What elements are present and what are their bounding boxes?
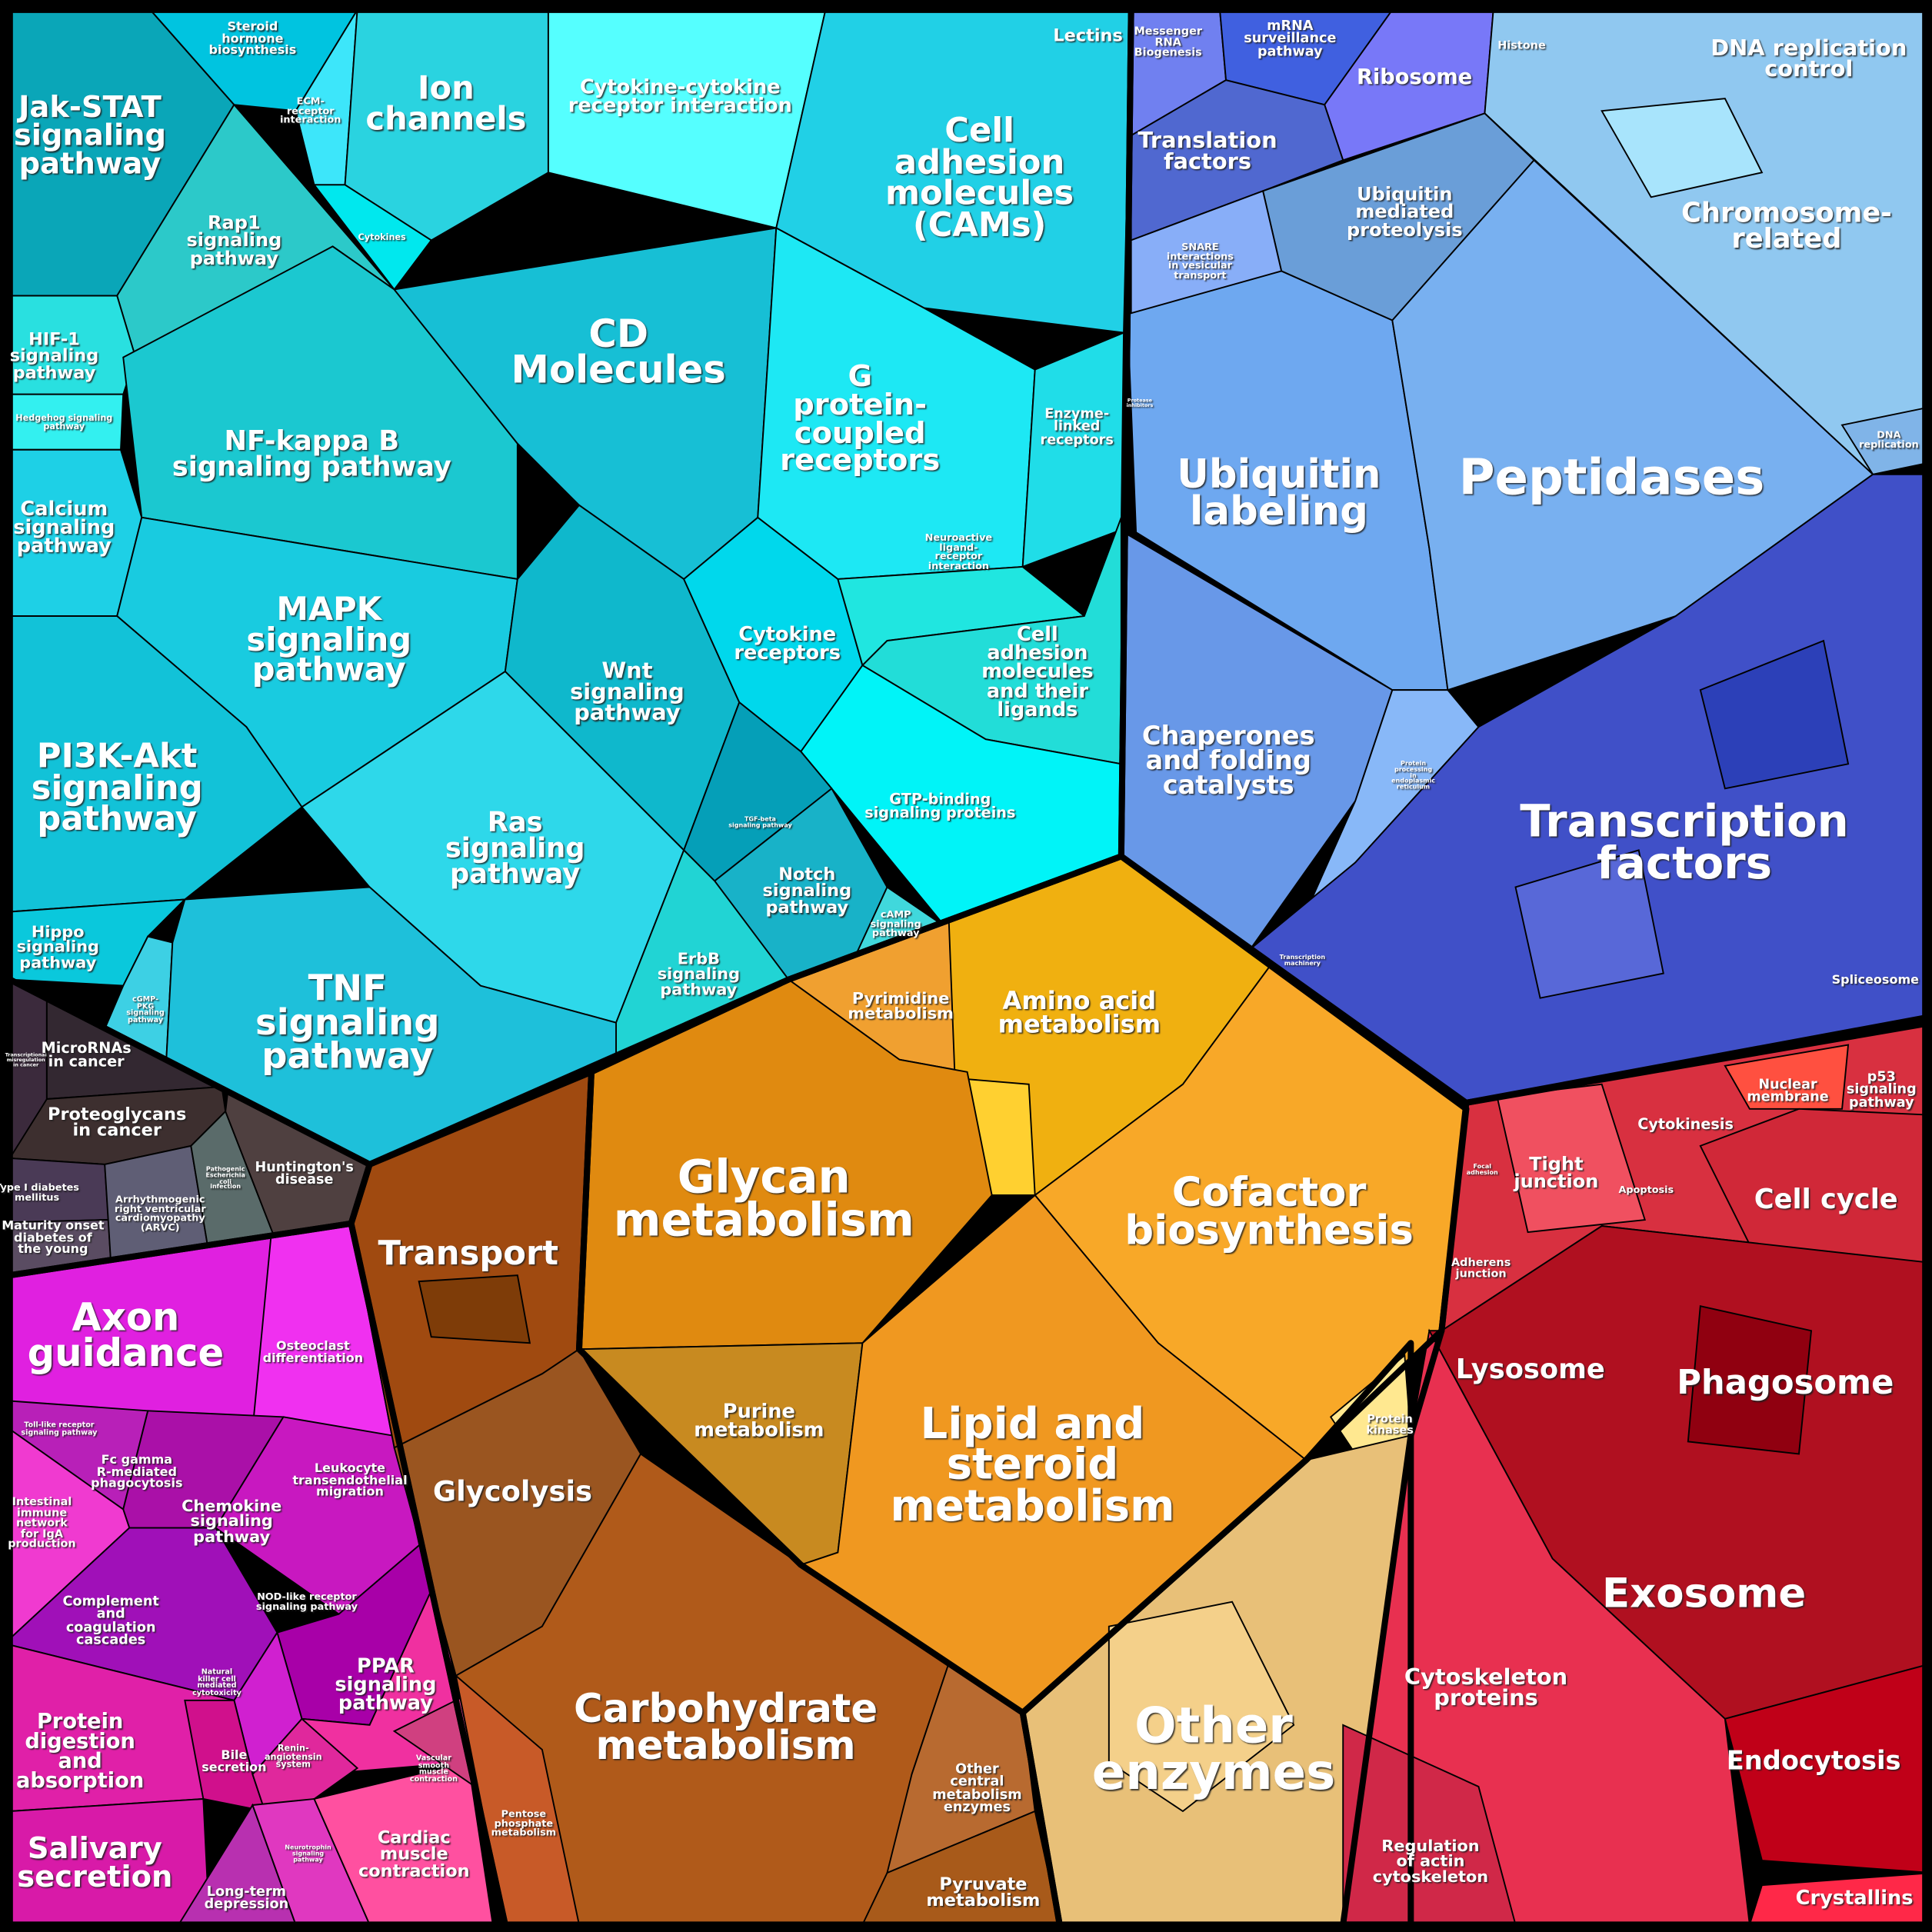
treemap-cell bbox=[1108, 1601, 1295, 1813]
treemap-cell bbox=[8, 1797, 211, 1926]
treemap-cell bbox=[1514, 849, 1664, 999]
treemap-cell bbox=[1724, 1044, 1850, 1110]
treemap-cell bbox=[1021, 331, 1125, 568]
treemap-cell bbox=[1601, 98, 1764, 198]
treemap-cell bbox=[312, 184, 433, 291]
treemap-cell bbox=[1687, 1304, 1813, 1455]
treemap-cell bbox=[1840, 405, 1932, 475]
treemap-cell bbox=[418, 1274, 531, 1344]
treemap-cell bbox=[1699, 639, 1850, 790]
treemap-cell bbox=[8, 448, 143, 617]
region-metabolism bbox=[575, 853, 1470, 1716]
treemap-cell bbox=[8, 1157, 110, 1224]
treemap-cell bbox=[1699, 1108, 1932, 1264]
treemap-cell bbox=[1748, 1872, 1932, 1926]
treemap-cell bbox=[8, 393, 125, 451]
treemap-cell bbox=[1724, 1662, 1932, 1874]
treemap-cell bbox=[8, 295, 137, 395]
